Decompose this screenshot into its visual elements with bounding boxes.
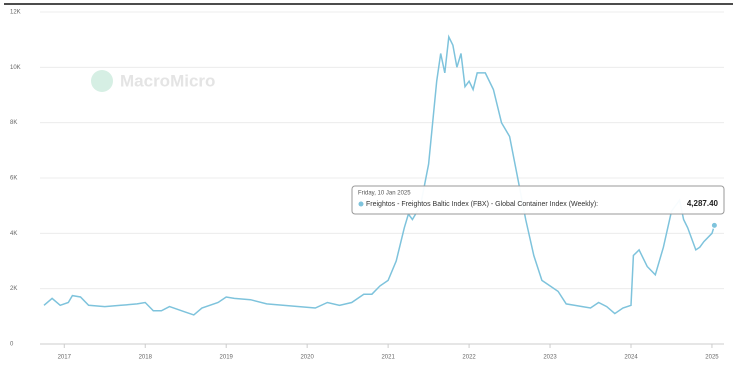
tooltip: Friday, 10 Jan 2025 Freightos - Freightos… xyxy=(351,185,725,215)
y-tick-label: 10K xyxy=(10,65,21,71)
tooltip-label: Freightos - Freightos Baltic Index (FBX)… xyxy=(366,201,598,208)
x-tick-label: 2025 xyxy=(705,355,719,361)
tooltip-date: Friday, 10 Jan 2025 xyxy=(358,191,411,197)
y-tick-label: 0 xyxy=(10,342,14,348)
x-tick-label: 2024 xyxy=(624,355,638,361)
y-tick-label: 8K xyxy=(10,120,17,126)
x-tick-label: 2022 xyxy=(462,355,476,361)
y-tick-label: 4K xyxy=(10,231,17,237)
x-tick-label: 2020 xyxy=(300,355,314,361)
watermark-logo xyxy=(91,70,113,92)
y-tick-label: 2K xyxy=(10,286,17,292)
x-tick-label: 2021 xyxy=(381,355,395,361)
hover-point xyxy=(710,221,718,229)
tooltip-marker xyxy=(358,201,364,207)
y-tick-label: 6K xyxy=(10,176,17,182)
x-tick-label: 2017 xyxy=(58,355,72,361)
line xyxy=(43,34,716,316)
watermark: MacroMicro xyxy=(120,71,215,90)
y-tick-label: 12K xyxy=(10,10,21,16)
tooltip-box xyxy=(351,185,725,215)
x-tick-label: 2023 xyxy=(543,355,557,361)
x-tick-label: 2018 xyxy=(139,355,153,361)
x-tick-label: 2019 xyxy=(220,355,234,361)
tooltip-value: 4,287.40 xyxy=(687,199,719,208)
